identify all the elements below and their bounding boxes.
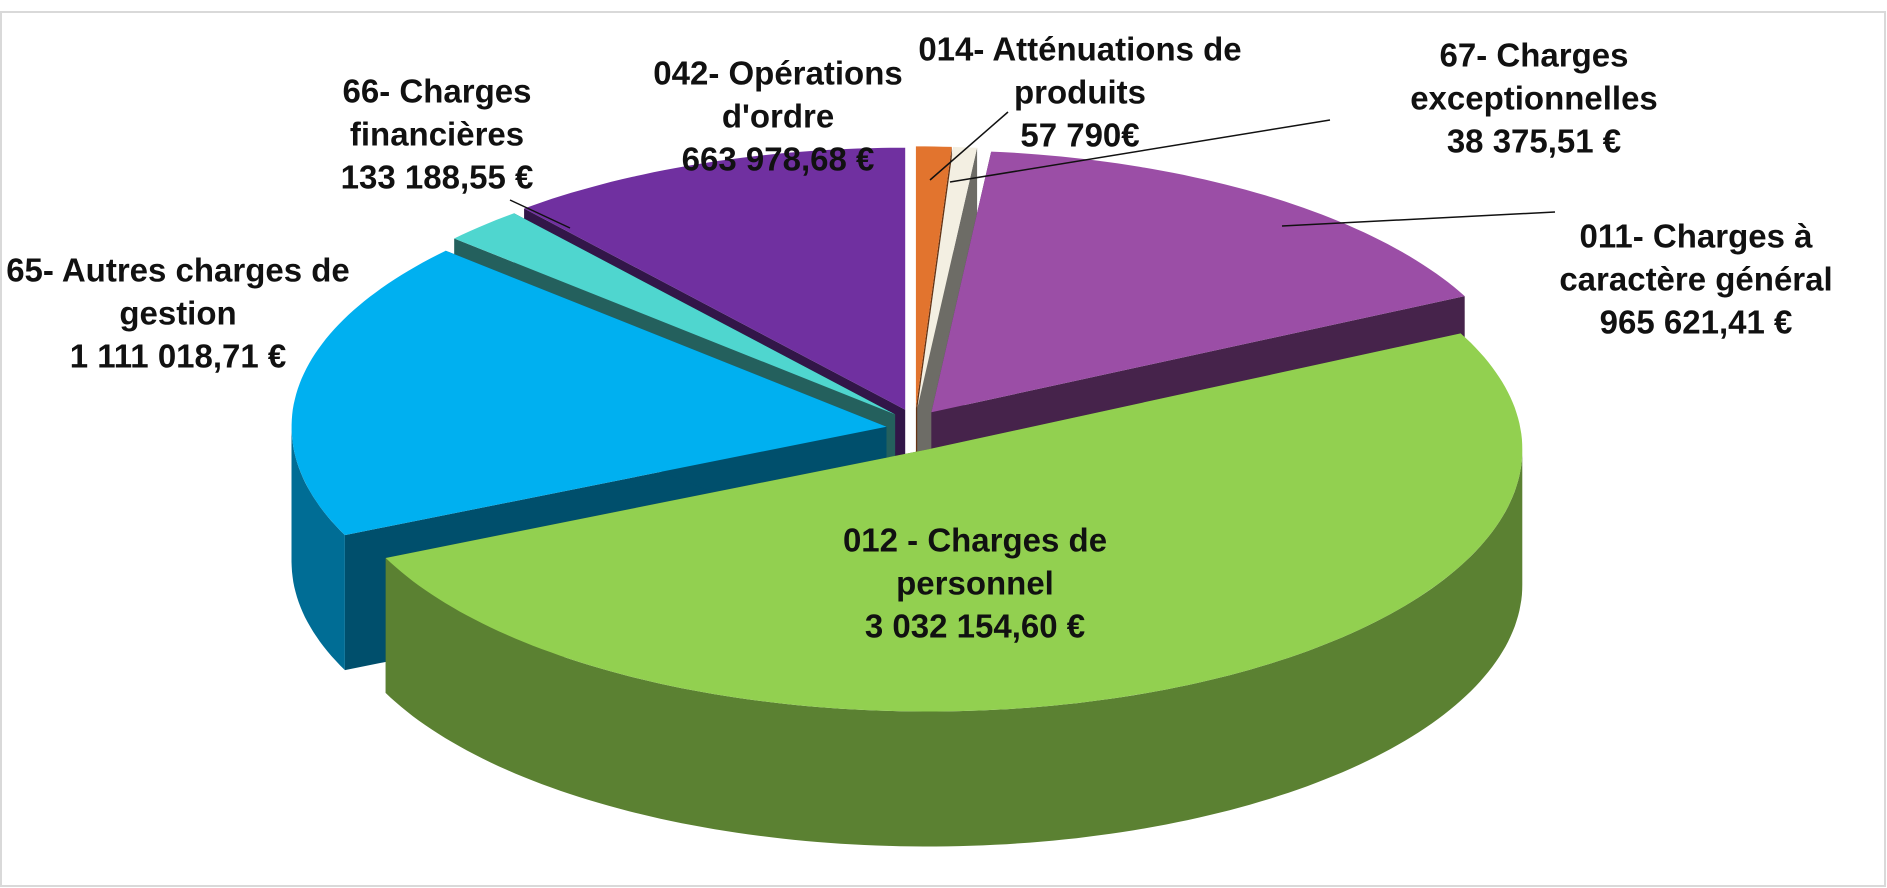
data-label: 042- Opérations d'ordre 663 978,68 € [628,52,928,181]
leader-lines [509,111,1556,229]
slice [291,250,887,536]
frame [0,11,1886,887]
slice [931,151,1465,413]
value-label: 1 111 018,71 € [69,337,287,375]
data-label: 65- Autres charges de gestion 1 111 018,7… [0,249,358,378]
category-label: 011- Charges à caractère général [1559,217,1833,298]
slice [524,147,906,410]
value-label: 663 978,68 € [681,140,875,178]
slice [454,213,896,415]
data-label: 67- Charges exceptionnelles 38 375,51 € [1369,34,1699,163]
leader-line [929,111,1009,181]
data-label: 011- Charges à caractère général 965 621,… [1531,215,1861,344]
pie [291,146,1523,847]
slice [917,146,978,409]
value-label: 57 790€ [1020,116,1140,154]
value-label: 3 032 154,60 € [864,607,1086,645]
value-label: 38 375,51 € [1446,122,1622,160]
category-label: 012 - Charges de personnel [842,521,1108,602]
slice [915,146,952,409]
leader-line [509,199,571,229]
data-label: 014- Atténuations de produits 57 790€ [915,28,1245,157]
slice-side [385,449,1523,847]
data-label: 012 - Charges de personnel 3 032 154,60 € [785,519,1165,648]
value-label: 965 621,41 € [1599,303,1793,341]
leader-line [1281,211,1556,227]
slice-side [291,426,345,671]
leader-line [949,119,1331,183]
data-label: 66- Charges financières 133 188,55 € [317,70,557,199]
category-label: 66- Charges financières [342,72,532,153]
category-label: 67- Charges exceptionnelles [1410,36,1658,117]
category-label: 65- Autres charges de gestion [6,251,350,332]
slice [385,333,1523,712]
category-label: 014- Atténuations de produits [918,30,1242,111]
value-label: 133 188,55 € [340,158,534,196]
category-label: 042- Opérations d'ordre [653,54,903,135]
